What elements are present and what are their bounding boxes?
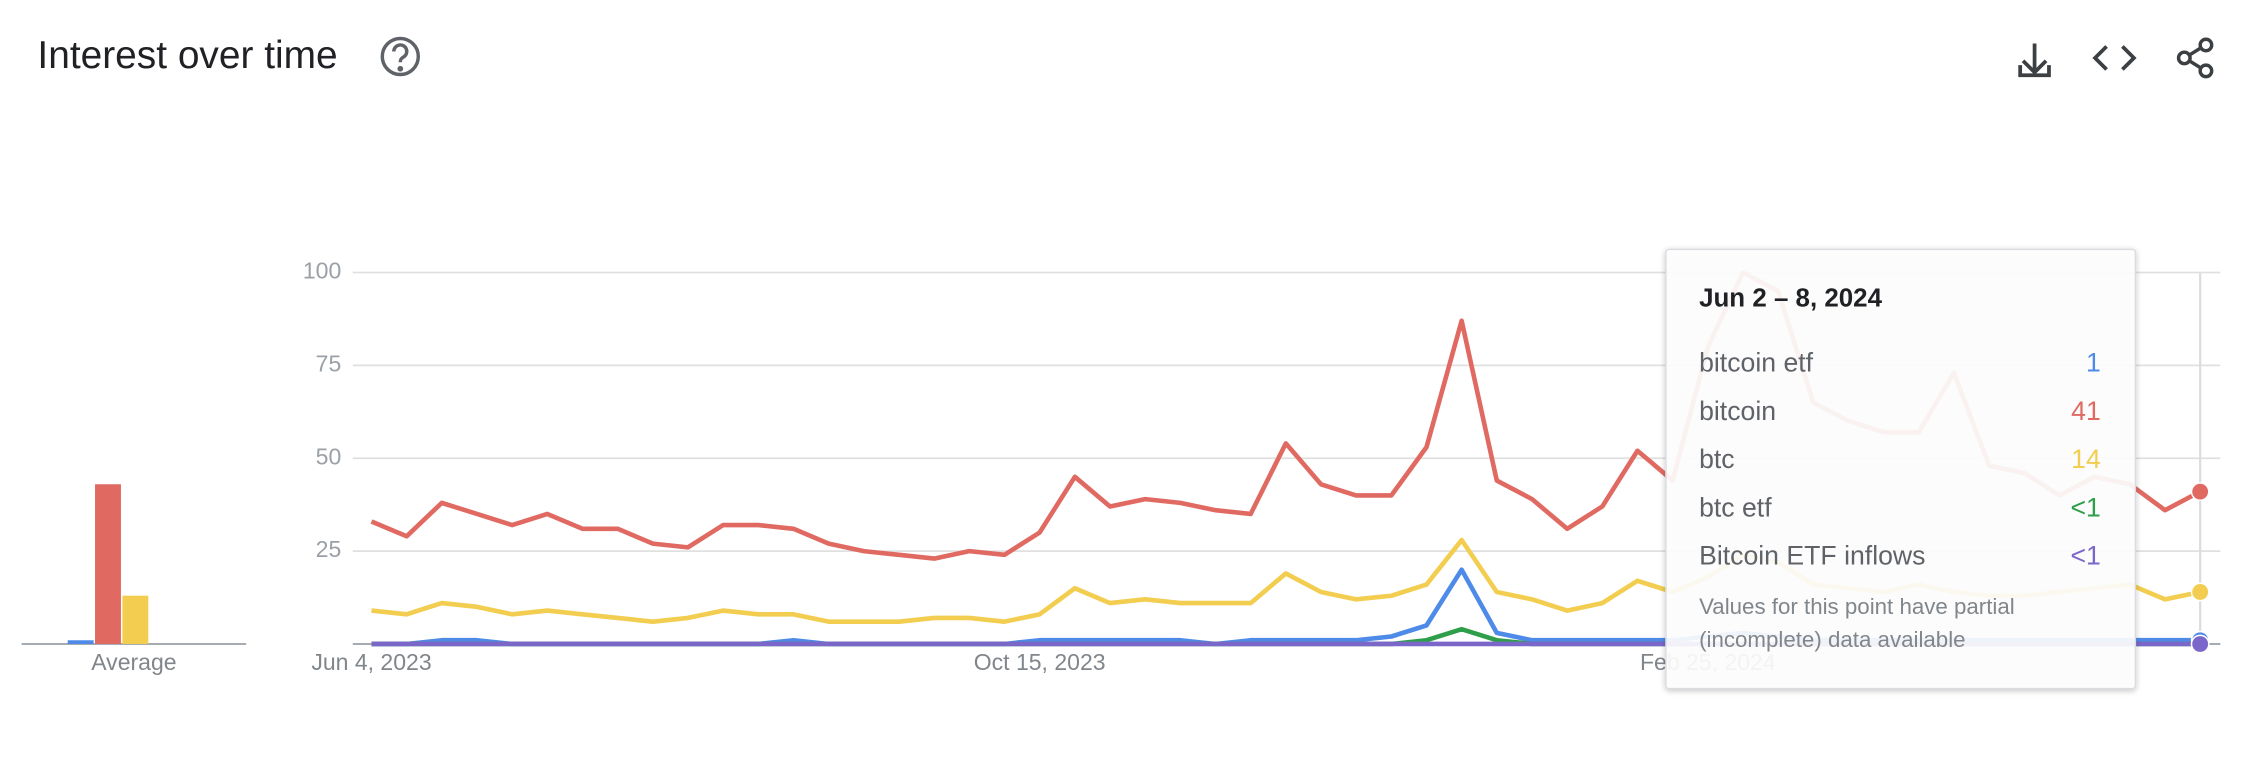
download-icon[interactable]: [2018, 43, 2051, 78]
embed-icon[interactable]: [2092, 45, 2137, 71]
average-bar: [122, 595, 149, 644]
average-bar: [67, 640, 94, 644]
help-icon[interactable]: [380, 36, 421, 77]
y-tick-label: 25: [316, 536, 342, 562]
tooltip-box: [1665, 248, 2137, 690]
tooltip-title: Jun 2 – 8, 2024: [1699, 285, 1882, 313]
tooltip-series-name: Bitcoin ETF inflows: [1699, 541, 1925, 571]
y-tick-label: 75: [316, 350, 342, 376]
x-tick-label: Oct 15, 2023: [974, 649, 1106, 675]
y-tick-label: 100: [303, 258, 341, 284]
tooltip-note: (incomplete) data available: [1699, 627, 1965, 652]
share-icon[interactable]: [2176, 37, 2214, 79]
point-marker: [2190, 482, 2210, 502]
tooltip-series-name: bitcoin etf: [1699, 348, 1814, 378]
tooltip-value: <1: [2070, 492, 2100, 522]
y-tick-label: 50: [316, 443, 342, 469]
tooltip-series-name: btc etf: [1699, 492, 1772, 522]
tooltip-series-name: btc: [1699, 444, 1735, 474]
tooltip-value: 14: [2071, 444, 2101, 474]
tooltip-value: 1: [2086, 348, 2101, 378]
point-marker: [2190, 634, 2210, 654]
tooltip-series-name: bitcoin: [1699, 396, 1776, 426]
tooltip-note: Values for this point have partial: [1699, 594, 2015, 619]
x-tick-label: Jun 4, 2023: [311, 649, 431, 675]
point-marker: [2190, 582, 2210, 602]
average-label: Average: [91, 649, 176, 675]
page-title: Interest over time: [37, 34, 337, 77]
tooltip-value: <1: [2070, 541, 2100, 571]
average-bar: [95, 484, 121, 644]
tooltip-value: 41: [2071, 396, 2101, 426]
tooltip: Jun 2 – 8, 2024 bitcoin etf 1 bitcoin 41 btc 1…: [1665, 248, 2137, 690]
